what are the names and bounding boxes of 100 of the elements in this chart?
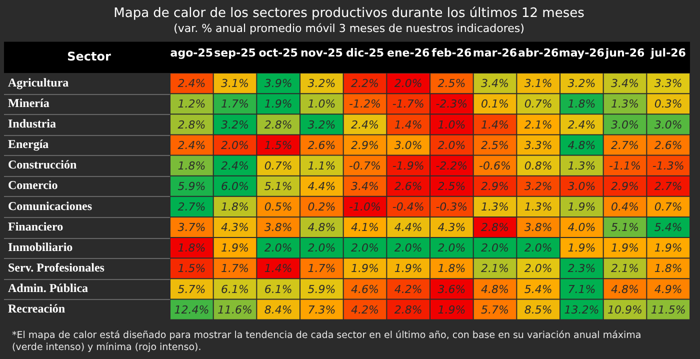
data-label: 2.1% [481, 262, 509, 276]
data-label: 2.0% [438, 242, 466, 255]
data-label: 2.1% [611, 262, 639, 276]
data-label: 2.7% [654, 180, 682, 193]
data-label: 4.2% [351, 303, 379, 316]
data-label: 2.4% [568, 118, 596, 132]
data-label: 4.9% [654, 282, 682, 296]
data-label: 5.9% [178, 180, 206, 193]
data-label: 1.4% [394, 118, 422, 132]
data-label: 2.0% [481, 242, 509, 255]
data-label: 2.7% [611, 138, 639, 152]
data-label: 7.1% [568, 282, 596, 296]
data-label: 1.8% [438, 262, 466, 276]
data-label: 2.4% [178, 138, 206, 152]
data-label: 5.4% [524, 282, 552, 296]
data-label: 0.4% [611, 200, 639, 214]
data-label: 1.4% [264, 262, 292, 276]
data-label: 8.5% [524, 303, 552, 316]
data-label: -2.3% [436, 98, 468, 111]
data-label: 0.5% [264, 200, 292, 214]
x-tick-label: dic-25 [346, 46, 384, 60]
data-label: 4.8% [308, 221, 336, 234]
data-label: 3.2% [308, 77, 336, 90]
x-tick-label: feb-26 [432, 46, 472, 60]
data-label: 2.5% [481, 138, 509, 152]
x-tick-label: ago-25 [170, 46, 214, 60]
data-label: 1.8% [178, 242, 206, 255]
data-label: 3.3% [654, 77, 682, 90]
data-label: 0.8% [524, 159, 552, 172]
x-tick-label: may-26 [558, 46, 605, 60]
data-label: 1.9% [351, 262, 379, 276]
x-tick-label: abr-26 [518, 46, 559, 60]
data-label: 1.9% [394, 262, 422, 276]
data-label: -1.3% [652, 159, 684, 172]
data-label: 2.0% [524, 262, 552, 276]
data-label: 1.7% [221, 98, 249, 111]
data-label: 2.0% [438, 138, 466, 152]
data-label: 5.1% [611, 221, 639, 234]
data-label: 1.9% [438, 303, 466, 316]
data-label: 3.0% [394, 138, 422, 152]
y-tick-label: Minería [8, 96, 50, 110]
data-label: 1.9% [654, 242, 682, 255]
data-label: 3.1% [524, 77, 552, 90]
y-tick-label: Industria [8, 116, 56, 131]
data-label: 3.9% [264, 77, 292, 90]
data-label: 12.4% [174, 303, 210, 316]
data-label: 4.8% [481, 282, 509, 296]
y-tick-label: Recreación [8, 302, 66, 316]
data-label: 1.9% [611, 242, 639, 255]
data-label: 1.9% [221, 242, 249, 255]
data-label: 2.1% [524, 118, 552, 132]
data-label: -0.4% [392, 200, 424, 214]
data-label: -1.2% [349, 98, 381, 111]
data-label: 2.3% [568, 262, 596, 276]
data-label: 3.8% [264, 221, 292, 234]
data-label: 3.3% [524, 138, 552, 152]
y-axis-title: Sector [67, 50, 111, 64]
data-label: 3.8% [524, 221, 552, 234]
data-label: 3.0% [568, 180, 596, 193]
data-label: 13.2% [564, 303, 600, 316]
data-label: 6.1% [264, 282, 292, 296]
x-tick-label: nov-25 [300, 46, 343, 60]
data-label: 0.1% [481, 98, 509, 111]
data-label: 3.2% [308, 118, 336, 132]
data-label: 3.4% [611, 77, 639, 90]
data-label: 0.7% [264, 159, 292, 172]
data-label: 2.4% [178, 77, 206, 90]
data-label: 2.9% [611, 180, 639, 193]
data-label: -2.2% [436, 159, 468, 172]
data-label: 5.1% [264, 180, 292, 193]
data-label: 1.5% [264, 138, 292, 152]
data-label: 10.9% [608, 303, 642, 316]
data-label: 2.2% [351, 77, 379, 90]
data-label: 2.0% [221, 138, 249, 152]
data-label: 2.5% [438, 180, 466, 193]
data-label: 2.0% [524, 242, 552, 255]
data-label: 3.1% [221, 77, 249, 90]
data-label: 2.8% [394, 303, 422, 316]
chart-title: Mapa de calor de los sectores productivos durante los últimos 12 meses [114, 6, 585, 22]
data-label: 3.2% [568, 77, 596, 90]
data-label: 8.4% [264, 303, 292, 316]
data-label: 1.2% [178, 98, 206, 111]
data-label: 2.6% [308, 138, 336, 152]
data-label: 1.3% [524, 200, 552, 214]
data-label: 4.0% [568, 221, 596, 234]
data-label: 3.0% [654, 118, 682, 132]
data-label: 4.8% [568, 138, 596, 152]
data-label: 2.8% [178, 118, 206, 132]
data-label: 6.0% [221, 180, 249, 193]
data-label: 3.6% [438, 282, 466, 296]
data-label: 0.7% [654, 200, 682, 214]
data-label: 1.8% [568, 98, 596, 111]
data-label: -0.7% [349, 159, 381, 172]
data-label: 6.1% [221, 282, 249, 296]
y-tick-label: Comunicaciones [8, 198, 92, 213]
data-label: 2.0% [351, 242, 379, 255]
data-label: 1.9% [264, 98, 292, 111]
data-label: -0.6% [479, 159, 511, 172]
text: *El mapa de calor está diseñado para mostrar la tendencia de cada sector en el último año, con base en su variación anual máxima (verde intenso) y mínima (rojo intenso). [12, 330, 642, 354]
y-tick-label: Financiero [8, 219, 64, 234]
